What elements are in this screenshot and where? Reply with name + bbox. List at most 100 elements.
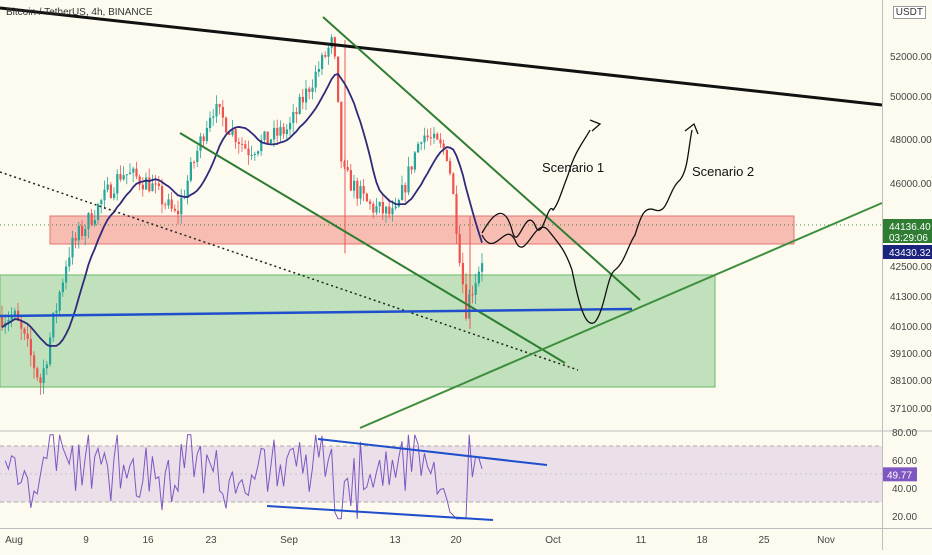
time-tick-label: 9 — [83, 535, 89, 546]
candle-body — [305, 88, 308, 103]
candle-body — [420, 142, 423, 144]
dotted-trend-line — [0, 171, 579, 371]
candle-body — [122, 175, 125, 180]
scenario-2-label: Scenario 2 — [692, 164, 754, 179]
candle-body — [436, 133, 439, 140]
candle-body — [253, 153, 256, 155]
candle-body — [321, 55, 324, 69]
candle-body — [33, 355, 36, 369]
candle-body — [237, 142, 240, 144]
candle-body — [49, 337, 52, 365]
candle-body — [369, 201, 372, 204]
moving-average-line — [1, 72, 483, 348]
candle-body — [42, 368, 45, 384]
candle-body — [36, 368, 39, 378]
candle-body — [417, 143, 420, 153]
time-tick-label: 13 — [389, 535, 401, 546]
candle-body — [1, 316, 4, 328]
candle-body — [45, 364, 48, 369]
candle-body — [385, 206, 388, 214]
candle-body — [186, 180, 189, 197]
candle-body — [87, 213, 90, 229]
candle-body — [103, 189, 106, 201]
candle-body — [167, 199, 170, 206]
candle-body — [397, 200, 400, 207]
time-tick-label: Aug — [5, 535, 23, 546]
candle-body — [333, 37, 336, 57]
candle-body — [132, 168, 135, 173]
candle-body — [375, 206, 378, 213]
candle-body — [13, 310, 16, 316]
time-tick-label: 25 — [758, 535, 770, 546]
candle-body — [196, 150, 199, 163]
candle-body — [404, 185, 407, 193]
time-tick-label: Sep — [280, 535, 298, 546]
candle-body — [173, 208, 176, 211]
candle-body — [461, 262, 464, 285]
candle-body — [308, 88, 311, 92]
candle-body — [74, 237, 77, 241]
last-price-tag — [883, 219, 932, 243]
candle-body — [449, 160, 452, 174]
scenario-1-label: Scenario 1 — [542, 160, 604, 175]
candle-body — [330, 37, 333, 48]
candle-body — [439, 139, 442, 144]
candle-body — [135, 168, 138, 177]
scenario-2-arrowhead — [684, 122, 699, 135]
candle-body — [426, 135, 429, 138]
candle-body — [170, 199, 173, 209]
candle-body — [7, 319, 10, 323]
candle-body — [353, 180, 356, 191]
time-tick-label: Oct — [545, 535, 561, 546]
support-zone — [0, 274, 716, 388]
candle-body — [477, 271, 480, 284]
candle-body — [394, 206, 397, 209]
candle-body — [209, 117, 212, 129]
candle-body — [317, 68, 320, 72]
candle-body — [452, 173, 455, 194]
currency-badge[interactable]: USDT — [892, 6, 926, 19]
candle-body — [221, 106, 224, 118]
candle-body — [141, 184, 144, 190]
candle-body — [55, 310, 58, 313]
candle-body — [301, 96, 304, 103]
candle-body — [285, 129, 288, 135]
price-tick-label: 40100.00 — [890, 322, 932, 333]
candle-body — [362, 185, 365, 194]
candle-body — [445, 149, 448, 161]
candle-body — [292, 112, 295, 123]
price-tick-label: 39100.00 — [890, 349, 932, 360]
candle-body — [157, 183, 160, 187]
candle-body — [413, 152, 416, 170]
time-tick-label: 23 — [205, 535, 217, 546]
candle-body — [189, 161, 192, 181]
candle-body — [81, 225, 84, 237]
resistance-zone — [49, 215, 795, 245]
candle-body — [433, 133, 436, 138]
rsi-tick-label: 80.00 — [892, 428, 917, 439]
candle-body — [177, 210, 180, 215]
candle-body — [257, 151, 260, 154]
candle-body — [442, 143, 445, 150]
candle-body — [129, 172, 132, 175]
horizontal-support-line — [0, 307, 633, 318]
candle-body — [407, 166, 410, 193]
candle-body — [340, 101, 343, 162]
candle-body — [228, 132, 231, 135]
price-tick-label: 46000.00 — [890, 179, 932, 190]
candle-body — [205, 128, 208, 142]
candle-body — [215, 103, 218, 117]
candle-body — [199, 136, 202, 151]
scenario-1-path — [481, 129, 591, 238]
candle-body — [68, 257, 71, 267]
candle-body — [212, 116, 215, 118]
candle-body — [109, 184, 112, 198]
candle-body — [180, 197, 183, 215]
candle-body — [58, 292, 61, 311]
candle-body — [381, 202, 384, 214]
candle-body — [346, 167, 349, 171]
candle-body — [193, 161, 196, 163]
time-tick-label: 11 — [636, 535, 647, 546]
